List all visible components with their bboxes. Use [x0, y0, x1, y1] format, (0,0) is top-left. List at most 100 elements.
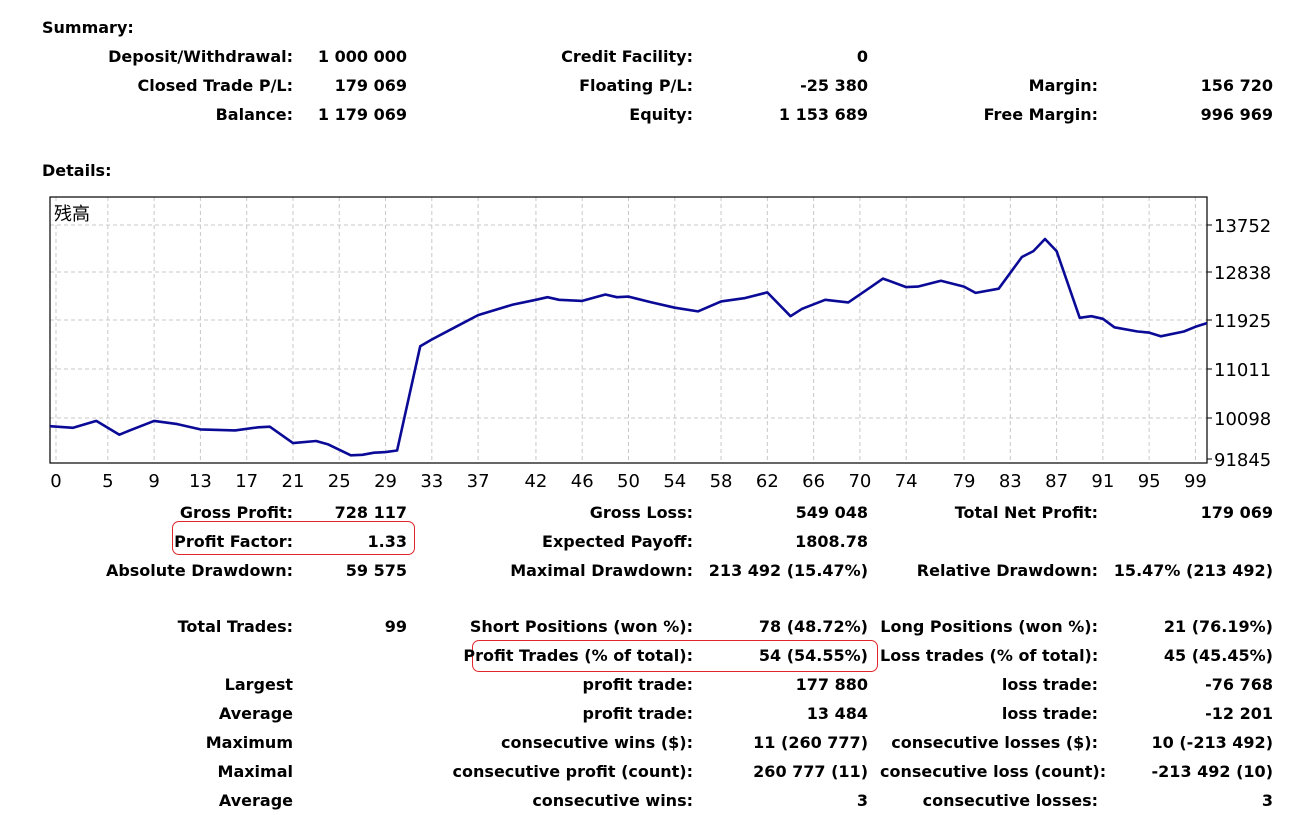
gross-profit-label: Gross Profit: [179, 503, 293, 522]
maximal-drawdown-label: Maximal Drawdown: [510, 561, 693, 580]
x-tick-label: 79 [953, 471, 976, 492]
maximal-drawdown-value: 213 492 (15.47%) [708, 561, 868, 580]
x-tick-label: 13 [189, 471, 212, 492]
x-tick-label: 0 [50, 471, 61, 492]
chart-series-label: 残高 [54, 204, 90, 225]
margin-label: Margin: [1028, 76, 1098, 95]
maximal-consec-loss-value: -213 492 (10) [1151, 762, 1273, 781]
x-tick-label: 87 [1045, 471, 1068, 492]
y-tick-label: 12838 [1214, 263, 1271, 284]
x-tick-label: 37 [467, 471, 490, 492]
short-positions-label: Short Positions (won %): [469, 617, 693, 636]
x-tick-label: 25 [328, 471, 351, 492]
average-profit-label: profit trade: [582, 704, 693, 723]
plot-area-border [49, 196, 1208, 464]
deposit-value: 1 000 000 [317, 47, 407, 66]
x-tick-label: 42 [524, 471, 547, 492]
x-tick-label: 91 [1091, 471, 1114, 492]
balance-value: 1 179 069 [317, 105, 407, 124]
maximal-consec-loss-label: consecutive loss (count): [880, 762, 1107, 781]
balance-label: Balance: [215, 105, 293, 124]
floating-pl-value: -25 380 [800, 76, 868, 95]
largest-loss-label: loss trade: [1001, 675, 1098, 694]
closed-pl-value: 179 069 [334, 76, 407, 95]
x-tick-label: 70 [848, 471, 871, 492]
long-positions-value: 21 (76.19%) [1163, 617, 1273, 636]
x-tick-label: 46 [571, 471, 594, 492]
max-consec-wins-label: consecutive wins ($): [500, 733, 693, 752]
average-profit-value: 13 484 [806, 704, 868, 723]
summary-heading: Summary: [42, 18, 134, 37]
avg-consec-wins-value: 3 [856, 791, 868, 810]
profit-trades-highlight [472, 640, 878, 672]
x-tick-label: 74 [895, 471, 918, 492]
x-tick-label: 50 [617, 471, 640, 492]
profit-trades-label: Profit Trades (% of total): [463, 646, 693, 665]
x-tick-label: 83 [999, 471, 1022, 492]
free-margin-value: 996 969 [1200, 105, 1273, 124]
avg-consec-wins-label: consecutive wins: [532, 791, 693, 810]
average-label: Average [218, 704, 293, 723]
gross-loss-label: Gross Loss: [589, 503, 693, 522]
floating-pl-label: Floating P/L: [579, 76, 693, 95]
free-margin-label: Free Margin: [983, 105, 1098, 124]
x-tick-label: 62 [756, 471, 779, 492]
loss-trades-value: 45 (45.45%) [1163, 646, 1273, 665]
y-tick-label: 91845 [1214, 450, 1271, 471]
total-net-profit-value: 179 069 [1200, 503, 1273, 522]
x-tick-label: 99 [1184, 471, 1207, 492]
relative-drawdown-value: 15.47% (213 492) [1113, 561, 1273, 580]
x-tick-label: 58 [710, 471, 733, 492]
total-trades-label: Total Trades: [177, 617, 293, 636]
x-tick-label: 5 [102, 471, 113, 492]
credit-label: Credit Facility: [561, 47, 693, 66]
total-trades-value: 99 [384, 617, 407, 636]
y-tick-label: 10098 [1214, 409, 1271, 430]
largest-profit-label: profit trade: [582, 675, 693, 694]
profit-trades-value: 54 (54.55%) [758, 646, 868, 665]
x-tick-label: 33 [420, 471, 443, 492]
profit-factor-highlight [172, 521, 415, 555]
profit-factor-label: Profit Factor: [174, 532, 293, 551]
balance-line [49, 237, 1208, 457]
largest-label: Largest [224, 675, 293, 694]
average-loss-label: loss trade: [1001, 704, 1098, 723]
equity-label: Equity: [629, 105, 693, 124]
deposit-label: Deposit/Withdrawal: [108, 47, 293, 66]
relative-drawdown-label: Relative Drawdown: [916, 561, 1098, 580]
closed-pl-label: Closed Trade P/L: [137, 76, 294, 95]
max-consec-wins-value: 11 (260 777) [753, 733, 868, 752]
maximal-label: Maximal [217, 762, 293, 781]
chart-grid [50, 197, 1207, 463]
long-positions-label: Long Positions (won %): [880, 617, 1098, 636]
x-tick-label: 21 [282, 471, 305, 492]
x-tick-label: 66 [802, 471, 825, 492]
maximal-consec-profit-value: 260 777 (11) [753, 762, 868, 781]
balance-chart: 残高 91845 10098 11011 11925 12838 13752 0 5 9 13 1… [49, 196, 1271, 492]
largest-loss-value: -76 768 [1205, 675, 1273, 694]
avg-consec-losses-label: consecutive losses: [922, 791, 1098, 810]
y-tick-label: 11011 [1214, 360, 1271, 381]
average-loss-value: -12 201 [1205, 704, 1273, 723]
gross-loss-value: 549 048 [795, 503, 868, 522]
x-tick-label: 95 [1138, 471, 1161, 492]
y-tick-label: 11925 [1214, 311, 1271, 332]
absolute-drawdown-value: 59 575 [345, 561, 407, 580]
short-positions-value: 78 (48.72%) [758, 617, 868, 636]
x-tick-label: 29 [374, 471, 397, 492]
average-consec-label: Average [218, 791, 293, 810]
x-tick-label: 9 [148, 471, 159, 492]
margin-value: 156 720 [1200, 76, 1273, 95]
details-heading: Details: [42, 161, 112, 180]
gross-profit-value: 728 117 [334, 503, 407, 522]
loss-trades-label: Loss trades (% of total): [880, 646, 1099, 665]
total-net-profit-label: Total Net Profit: [954, 503, 1098, 522]
largest-profit-value: 177 880 [795, 675, 868, 694]
expected-payoff-value: 1808.78 [795, 532, 868, 551]
avg-consec-losses-value: 3 [1261, 791, 1273, 810]
equity-value: 1 153 689 [778, 105, 868, 124]
expected-payoff-label: Expected Payoff: [542, 532, 693, 551]
credit-value: 0 [856, 47, 868, 66]
x-tick-label: 17 [235, 471, 258, 492]
maximal-consec-profit-label: consecutive profit (count): [452, 762, 693, 781]
